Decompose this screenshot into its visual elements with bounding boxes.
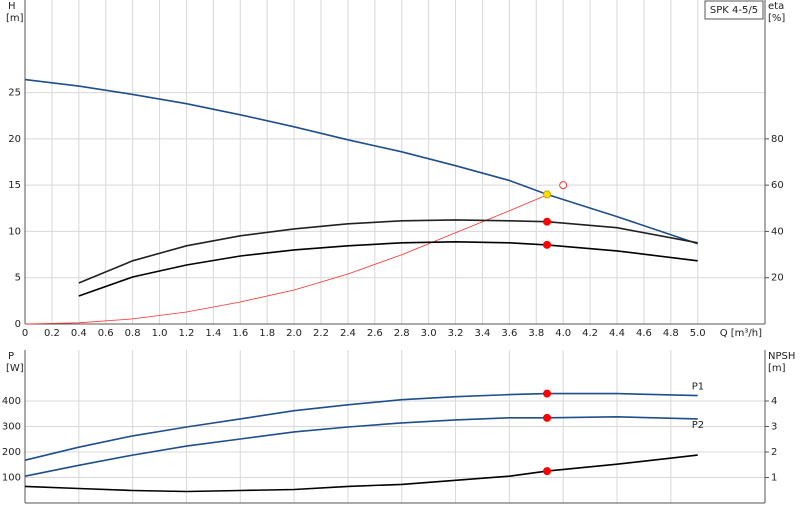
x-tick-label: 4.4 — [609, 328, 625, 339]
plot-area — [25, 0, 765, 324]
operating-point — [543, 190, 552, 199]
y2-tick-label: 1 — [771, 473, 777, 484]
x-tick-label: 1.6 — [232, 328, 248, 339]
x-tick-label: 2.2 — [313, 328, 329, 339]
operating-point — [543, 413, 552, 422]
series-label: P1 — [692, 382, 704, 393]
curve — [78, 240, 698, 297]
y2-axis-title: eta — [768, 1, 784, 12]
x-tick-label: 5.0 — [690, 328, 706, 339]
y-axis-unit: [m] — [6, 13, 24, 24]
x-tick-label: 4.2 — [582, 328, 598, 339]
x-tick-label: 0 — [22, 328, 28, 339]
x-tick-label: 0.4 — [71, 328, 87, 339]
y-tick-label: 10 — [8, 226, 21, 237]
x-tick-label: 3.4 — [475, 328, 491, 339]
y2-tick-label: 80 — [771, 134, 784, 145]
y-tick-label: 100 — [2, 473, 21, 484]
x-tick-label: 4.6 — [636, 328, 652, 339]
y2-tick-label: 2 — [771, 447, 777, 458]
operating-point — [559, 181, 568, 190]
operating-point — [543, 240, 552, 249]
y2-axis-unit: [%] — [768, 13, 785, 24]
y-tick-label: 400 — [2, 396, 21, 407]
y-axis-unit: [W] — [6, 363, 24, 374]
y-tick-label: 0 — [15, 319, 21, 330]
y-tick-label: 20 — [8, 134, 21, 145]
y-axis-title: H — [8, 1, 16, 12]
y-tick-label: 25 — [8, 88, 21, 99]
x-tick-label: 2.4 — [340, 328, 356, 339]
series-label: P2 — [692, 420, 704, 431]
y-tick-label: 5 — [15, 273, 21, 284]
x-tick-label: 1.0 — [152, 328, 168, 339]
operating-point — [543, 467, 552, 476]
x-tick-label: 2.8 — [394, 328, 410, 339]
x-tick-label: 3.8 — [528, 328, 544, 339]
x-tick-label: 1.8 — [259, 328, 275, 339]
x-axis-title: Q [m³/h] — [720, 328, 762, 339]
x-tick-label: 0.2 — [44, 328, 60, 339]
y2-axis-title: NPSH — [768, 351, 795, 362]
y2-tick-label: 20 — [771, 273, 784, 284]
y2-tick-label: 4 — [771, 396, 777, 407]
x-tick-label: 2.0 — [286, 328, 302, 339]
y2-axis-unit: [m] — [768, 363, 786, 374]
y-tick-label: 200 — [2, 447, 21, 458]
y-tick-label: 15 — [8, 180, 21, 191]
y2-tick-label: 60 — [771, 180, 784, 191]
x-tick-label: 1.2 — [179, 328, 195, 339]
operating-point — [543, 217, 552, 226]
x-tick-label: 4.0 — [555, 328, 571, 339]
x-tick-label: 2.6 — [367, 328, 383, 339]
x-tick-label: 4.8 — [663, 328, 679, 339]
x-tick-label: 3.0 — [421, 328, 437, 339]
x-tick-label: 0.8 — [125, 328, 141, 339]
chart-label: SPK 4-5/5 — [710, 5, 758, 16]
x-tick-label: 3.2 — [448, 328, 464, 339]
x-tick-label: 1.4 — [205, 328, 221, 339]
x-tick-label: 3.6 — [501, 328, 517, 339]
label-box — [704, 0, 764, 20]
operating-point — [543, 389, 552, 398]
y-axis-title: P — [8, 351, 14, 362]
curve — [78, 219, 698, 284]
y2-tick-label: 40 — [771, 226, 784, 237]
x-tick-label: 0.6 — [98, 328, 114, 339]
y2-tick-label: 3 — [771, 422, 777, 433]
y-tick-label: 300 — [2, 422, 21, 433]
curve — [24, 194, 548, 325]
